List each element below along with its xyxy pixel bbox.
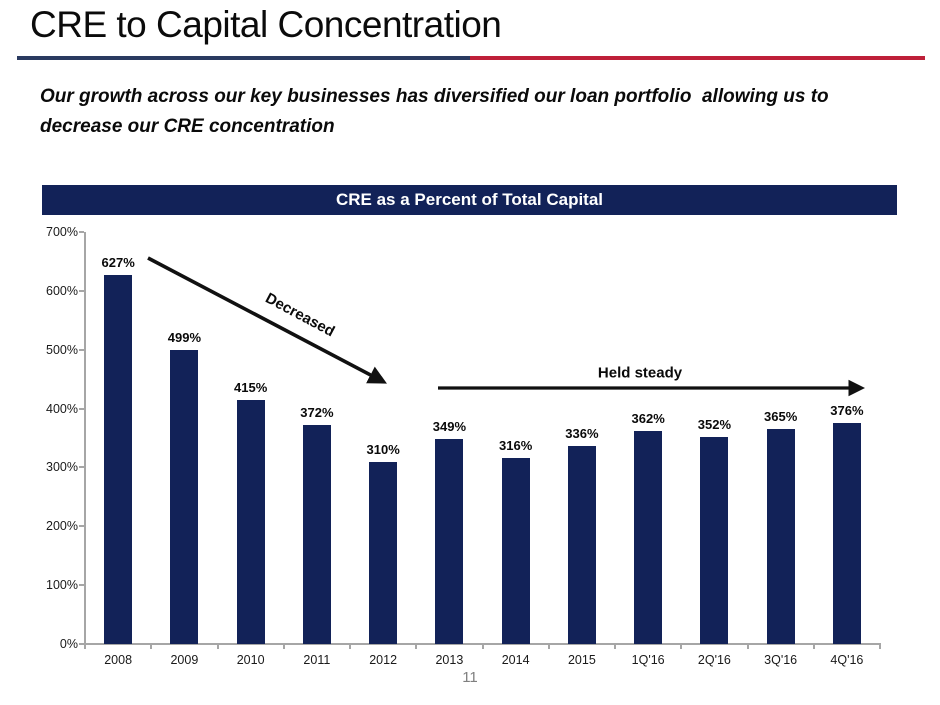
x-axis-category-label: 1Q'16 — [631, 653, 665, 667]
y-axis-tick — [79, 289, 84, 292]
x-axis-tick — [812, 644, 815, 649]
y-axis-tick — [79, 584, 84, 587]
y-axis-tick-label: 200% — [46, 519, 78, 534]
x-axis-category-label: 2013 — [435, 653, 464, 667]
bar-2008 — [104, 274, 133, 644]
bar-value-label: 336% — [565, 426, 599, 442]
x-axis-category-label: 2015 — [567, 653, 596, 667]
chart-title: CRE as a Percent of Total Capital — [335, 190, 604, 209]
chart-plot-area: Decreased Held steady 0% 100% 200% 300% 400%… — [42, 215, 897, 677]
y-axis-tick-label: 0% — [59, 637, 78, 651]
bar-2014 — [501, 458, 530, 644]
x-axis-tick — [84, 644, 86, 649]
y-axis-tick-label: 100% — [46, 578, 78, 593]
title-divider — [17, 56, 925, 60]
x-axis-tick — [216, 644, 219, 649]
y-axis-tick-label: 600% — [46, 283, 78, 298]
bar-value-label: 362% — [631, 410, 665, 426]
y-axis-tick — [79, 231, 84, 233]
x-axis-tick — [349, 644, 351, 649]
bar-value-label: 352% — [697, 416, 731, 432]
x-axis-tick — [150, 644, 153, 649]
x-axis-tick — [746, 644, 749, 649]
x-axis-tick — [415, 644, 418, 649]
y-axis-tick — [79, 466, 84, 469]
x-axis-category-label: 3Q'16 — [764, 653, 798, 667]
x-axis-category-label: 2Q'16 — [697, 653, 731, 667]
bar-value-label: 372% — [300, 405, 334, 421]
x-axis-category-label: 2008 — [104, 653, 133, 667]
bar-value-label: 310% — [366, 441, 400, 457]
annotation-arrows — [147, 256, 865, 397]
decreased-arrow — [147, 256, 387, 384]
page-number: 11 — [462, 669, 478, 686]
title-divider-red-segment — [470, 56, 925, 60]
y-axis-tick-label: 500% — [46, 342, 78, 357]
y-axis-tick — [79, 407, 84, 410]
page-title: CRE to Capital Concentration — [30, 4, 502, 45]
bar-4Q'16 — [832, 422, 861, 644]
x-axis-tick — [680, 644, 683, 649]
bar-value-label: 316% — [499, 438, 533, 453]
x-axis-tick — [547, 644, 550, 649]
bar-2010 — [236, 399, 265, 644]
x-axis-tick — [282, 644, 285, 649]
y-axis-tick-label: 300% — [46, 460, 78, 475]
x-axis-category-label: 2014 — [501, 653, 530, 667]
bar-2Q'16 — [700, 436, 729, 644]
y-axis-line — [84, 232, 86, 645]
y-axis-tick — [79, 525, 84, 528]
bar-2009 — [170, 350, 199, 644]
bar-value-label: 415% — [234, 379, 268, 395]
y-axis-tick-label: 400% — [46, 401, 78, 416]
bar-2011 — [302, 425, 331, 644]
bar-value-label: 499% — [167, 330, 201, 346]
x-axis-tick — [879, 644, 881, 649]
bar-2015 — [567, 446, 596, 644]
bar-1Q'16 — [634, 430, 663, 644]
x-axis-category-label: 2009 — [170, 653, 199, 667]
x-axis-tick — [614, 644, 616, 649]
bar-2013 — [435, 438, 464, 644]
bar-value-label: 376% — [830, 402, 864, 418]
y-axis-tick-label: 700% — [46, 225, 78, 239]
chart-title-band: CRE as a Percent of Total Capital — [42, 185, 897, 215]
x-axis-category-label: 2011 — [303, 653, 331, 667]
cre-capital-chart: CRE as a Percent of Total Capital Decrea… — [42, 185, 897, 677]
bar-value-label: 627% — [101, 254, 135, 270]
title-divider-navy-segment — [17, 56, 470, 60]
bar-value-label: 349% — [432, 418, 466, 434]
x-axis-category-label: 4Q'16 — [830, 653, 864, 667]
x-axis-category-label: 2010 — [236, 653, 265, 667]
y-axis-tick — [79, 348, 84, 351]
annotation-held-steady: Held steady — [597, 364, 683, 382]
x-axis-tick — [481, 644, 484, 649]
slide-subtitle: Our growth across our key businesses has… — [40, 86, 829, 137]
bar-2012 — [369, 461, 398, 644]
bar-value-label: 365% — [764, 409, 798, 425]
y-axis-tick — [79, 643, 84, 645]
x-axis-category-label: 2012 — [369, 653, 398, 667]
bar-3Q'16 — [766, 429, 795, 644]
